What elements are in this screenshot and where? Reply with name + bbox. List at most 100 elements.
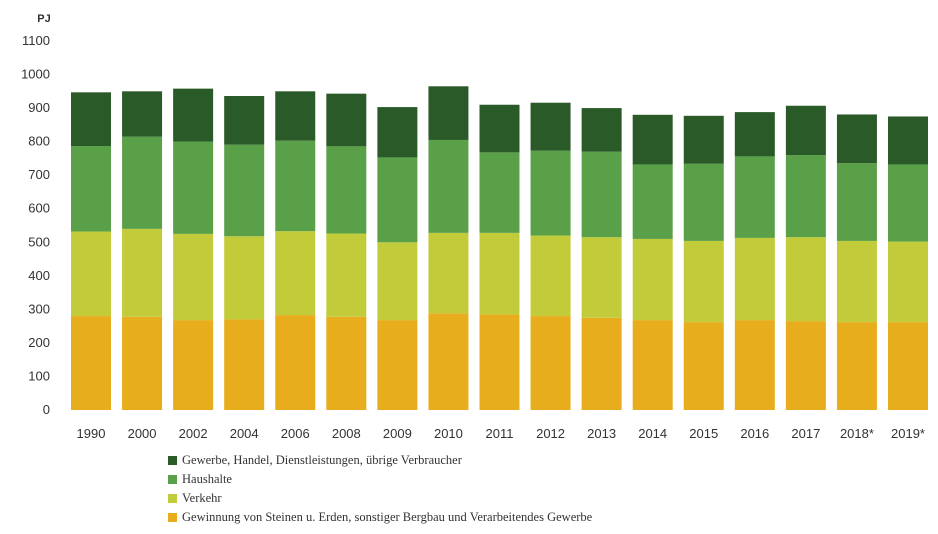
x-tick-label: 2008 (332, 426, 361, 441)
bar-segment (224, 319, 264, 410)
x-tick-label: 2002 (179, 426, 208, 441)
y-tick-label: 700 (28, 167, 50, 182)
bar-segment (888, 322, 928, 410)
x-tick-label: 2018* (840, 426, 874, 441)
bar-segment (428, 86, 468, 140)
bar-segment (326, 317, 366, 410)
bar-segment (888, 242, 928, 323)
y-tick-label: 600 (28, 201, 50, 216)
legend-swatch (168, 456, 177, 465)
x-tick-label: 2012 (536, 426, 565, 441)
bar-segment (122, 137, 162, 229)
bar-segment (428, 140, 468, 233)
x-tick-label: 2014 (638, 426, 667, 441)
legend-swatch (168, 513, 177, 522)
bar-segment (888, 164, 928, 241)
bar-segment (531, 103, 571, 151)
bar-segment (582, 108, 622, 152)
bar-segment (224, 145, 264, 237)
bar-segment (173, 89, 213, 142)
legend-label: Verkehr (182, 491, 222, 506)
bar-segment (377, 157, 417, 242)
bar-segment (326, 94, 366, 147)
bar-segment (377, 242, 417, 320)
bar-segment (173, 234, 213, 320)
bar-segment (633, 115, 673, 165)
x-tick-label: 2009 (383, 426, 412, 441)
bar-segment (531, 316, 571, 410)
x-tick-label: 2013 (587, 426, 616, 441)
x-tick-label: 2017 (791, 426, 820, 441)
x-tick-label: 2006 (281, 426, 310, 441)
y-tick-label: 900 (28, 100, 50, 115)
y-tick-label: 1000 (21, 67, 50, 82)
bar-segment (71, 92, 111, 146)
x-tick-label: 2016 (740, 426, 769, 441)
bar-segment (633, 239, 673, 320)
x-tick-label: 2010 (434, 426, 463, 441)
bar-segment (428, 233, 468, 314)
y-tick-label: 200 (28, 335, 50, 350)
bar-segment (837, 322, 877, 410)
bar-segment (428, 313, 468, 410)
legend-item: Gewerbe, Handel, Dienstleistungen, übrig… (168, 451, 592, 470)
bar-segment (480, 314, 520, 410)
bar-segment (122, 229, 162, 317)
bar-segment (837, 114, 877, 163)
bar-segment (582, 152, 622, 238)
bar-segment (786, 155, 826, 237)
x-axis-ticks: 1990 2000 2002 2004 2006 2008 2009 2010 2011 2012… (77, 426, 925, 441)
x-tick-label: 1990 (77, 426, 106, 441)
y-tick-label: 100 (28, 368, 50, 383)
bar-segment (275, 91, 315, 140)
bar-segment (684, 322, 724, 410)
bar-segment (837, 241, 877, 322)
legend-label: Gewerbe, Handel, Dienstleistungen, übrig… (182, 453, 462, 468)
y-unit-label: PJ (37, 13, 50, 25)
x-tick-label: 2015 (689, 426, 718, 441)
bar-segment (633, 320, 673, 410)
bar-segment (377, 107, 417, 157)
y-tick-label: 500 (28, 234, 50, 249)
x-tick-label: 2011 (486, 426, 514, 441)
legend-label: Gewinnung von Steinen u. Erden, sonstige… (182, 510, 592, 525)
y-tick-label: 800 (28, 134, 50, 149)
bar-segment (275, 231, 315, 315)
bar-segment (735, 238, 775, 320)
bar-segment (684, 241, 724, 322)
bar-segment (71, 316, 111, 410)
bar-segment (173, 320, 213, 410)
bar-segment (326, 234, 366, 317)
bar-segment (531, 236, 571, 317)
bar-segment (582, 318, 622, 410)
bar-segment (888, 116, 928, 164)
bar-segment (735, 112, 775, 156)
bar-segment (786, 106, 826, 155)
bar-segment (275, 315, 315, 410)
legend-swatch (168, 475, 177, 484)
bar-segment (71, 232, 111, 317)
bar-segment (786, 321, 826, 410)
bar-segment (480, 105, 520, 153)
bar-segment (582, 237, 622, 318)
bars (71, 86, 928, 410)
y-axis-ticks: 0 100 200 300 400 500 600 700 800 900 1000 1100 (21, 33, 50, 417)
bar-segment (480, 152, 520, 233)
bar-segment (786, 237, 826, 321)
legend-item: Verkehr (168, 489, 592, 508)
bar-segment (224, 236, 264, 319)
y-tick-label: 400 (28, 268, 50, 283)
x-tick-label: 2000 (128, 426, 157, 441)
y-tick-label: 1100 (22, 33, 50, 48)
bar-segment (224, 96, 264, 145)
legend: Gewerbe, Handel, Dienstleistungen, übrig… (168, 451, 592, 527)
bar-segment (837, 163, 877, 241)
bar-segment (735, 320, 775, 410)
bar-segment (71, 146, 111, 232)
bar-segment (326, 146, 366, 233)
bar-segment (377, 320, 417, 410)
legend-item: Gewinnung von Steinen u. Erden, sonstige… (168, 508, 592, 527)
legend-swatch (168, 494, 177, 503)
